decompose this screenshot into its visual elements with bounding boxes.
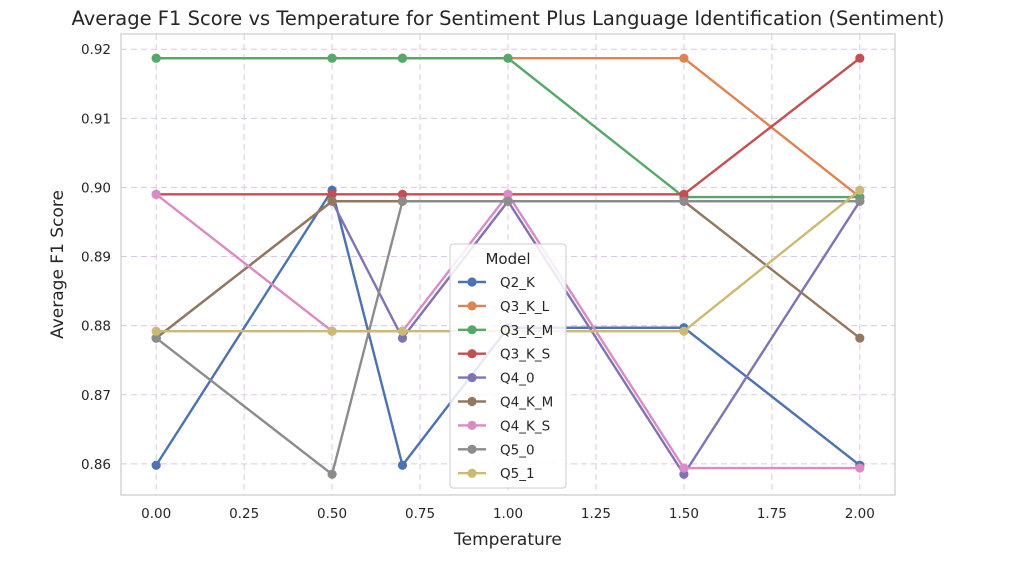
- data-point: [397, 189, 408, 199]
- data-point: [327, 53, 337, 63]
- series-q5-0: [151, 196, 865, 479]
- x-tick-label: 2.00: [845, 506, 875, 522]
- series-line: [156, 56, 860, 199]
- y-tick-label: 0.91: [81, 111, 111, 127]
- legend-swatch-marker: [467, 396, 477, 407]
- data-point: [397, 460, 408, 470]
- legend-item: Q3_K_M: [458, 323, 553, 339]
- legend-item: Q3_K_S: [458, 347, 550, 363]
- data-point: [327, 189, 337, 199]
- series-line: [156, 57, 861, 196]
- data-point: [327, 326, 337, 336]
- y-tick-label: 0.86: [81, 457, 111, 473]
- legend-swatch-marker: [467, 444, 477, 454]
- y-axis-label: Average F1 Score: [48, 190, 68, 339]
- data-point: [855, 333, 865, 343]
- data-point: [679, 463, 689, 473]
- data-point: [151, 53, 161, 63]
- y-tick-label: 0.88: [81, 319, 111, 335]
- plot-area: [120, 33, 896, 496]
- legend-swatch-marker: [467, 468, 477, 478]
- data-point: [397, 333, 408, 343]
- x-tick-label: 0.75: [405, 506, 435, 522]
- data-point: [855, 196, 865, 206]
- legend-title: Model: [485, 250, 530, 268]
- x-tick-label: 0.25: [229, 506, 259, 522]
- data-point: [503, 189, 513, 199]
- data-point: [327, 469, 337, 479]
- y-tick-label: 0.87: [81, 388, 111, 404]
- legend-item: Q5_1: [458, 466, 535, 482]
- legend-item: Q4_0: [458, 371, 535, 387]
- legend-swatch-marker: [467, 420, 477, 430]
- legend-label: Q5_0: [500, 442, 535, 458]
- x-tick-label: 0.00: [141, 506, 171, 522]
- legend-items: Q2_K Q3_K_L Q3_K_M Q3_K_S Q4_0 Q4_K_M Q4_K_S Q5…: [458, 275, 553, 482]
- legend-swatch-marker: [467, 277, 477, 287]
- x-tick-label: 1.25: [581, 506, 611, 522]
- x-tick-label: 1.50: [669, 506, 699, 522]
- y-tick-label: 0.92: [81, 42, 111, 58]
- legend-label: Q4_K_M: [500, 395, 553, 411]
- legend-swatch-marker: [467, 325, 477, 335]
- data-point: [503, 53, 513, 63]
- legend-label: Q4_0: [500, 371, 535, 387]
- x-tick-label: 1.00: [493, 506, 523, 522]
- data-point: [679, 326, 689, 336]
- x-axis-label: Temperature: [453, 530, 562, 550]
- chart-title: Average F1 Score vs Temperature for Sent…: [72, 7, 945, 30]
- series-line: [155, 200, 860, 476]
- legend-item: Q5_0: [458, 442, 535, 458]
- x-axis-ticks: 0.00 0.25 0.50 0.75 1.00 1.25 1.50 1.75 2.00: [141, 506, 875, 522]
- legend-item: Q2_K: [458, 275, 536, 291]
- data-point: [151, 189, 161, 199]
- data-point: [503, 196, 513, 206]
- data-point: [397, 196, 408, 206]
- data-point: [855, 185, 865, 195]
- legend-swatch-marker: [467, 373, 477, 383]
- legend: Model Q2_K Q3_K_L Q3_K_M Q3_K_S Q4_0 Q4_K_M Q4…: [449, 243, 567, 489]
- legend-label: Q2_K: [500, 275, 536, 291]
- y-axis-ticks: 0.86 0.87 0.88 0.89 0.90 0.91 0.92: [81, 42, 111, 473]
- data-point: [327, 196, 337, 206]
- legend-label: Q4_K_S: [500, 418, 550, 434]
- legend-label: Q5_1: [500, 466, 535, 482]
- legend-swatch-marker: [467, 301, 477, 311]
- x-tick-label: 1.75: [757, 506, 787, 522]
- data-point: [151, 333, 161, 343]
- data-point: [679, 189, 689, 199]
- legend-item: Q3_K_L: [458, 299, 550, 315]
- y-tick-label: 0.89: [81, 250, 111, 266]
- data-point: [151, 326, 161, 336]
- legend-label: Q3_K_S: [500, 347, 550, 363]
- data-point: [151, 460, 161, 470]
- data-point: [397, 326, 408, 336]
- legend-swatch-marker: [467, 349, 477, 359]
- legend-label: Q3_K_L: [500, 299, 550, 315]
- data-point: [397, 53, 408, 63]
- data-point: [855, 53, 865, 63]
- legend-item: Q4_K_M: [458, 395, 553, 411]
- x-tick-label: 0.50: [317, 506, 347, 522]
- data-point: [679, 196, 689, 206]
- legend-item: Q4_K_S: [458, 418, 550, 434]
- data-point: [855, 463, 865, 473]
- data-point: [679, 53, 689, 63]
- legend-label: Q3_K_M: [500, 323, 553, 339]
- y-tick-label: 0.90: [81, 180, 111, 196]
